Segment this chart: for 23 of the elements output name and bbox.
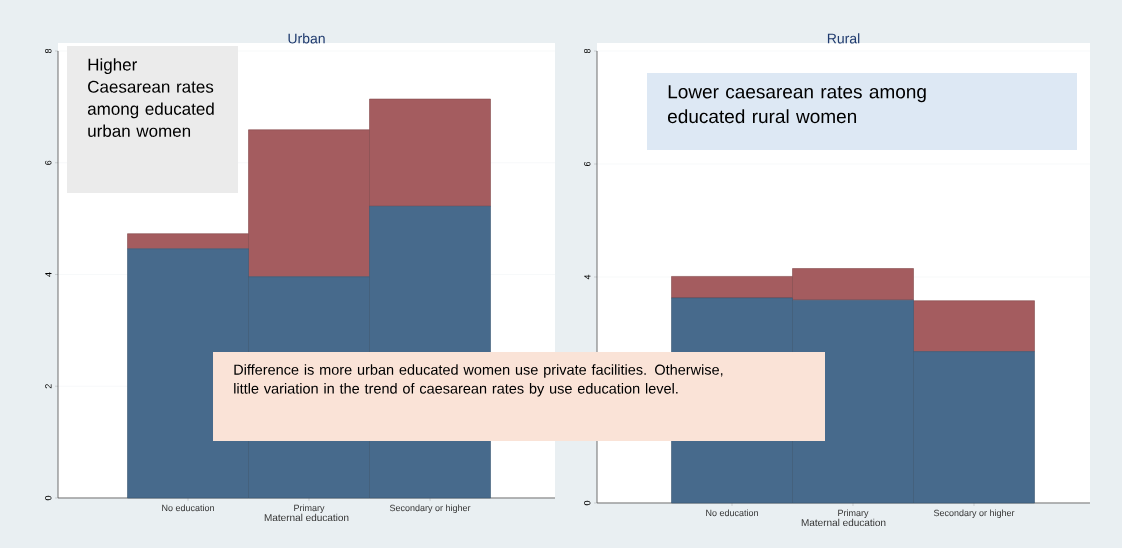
x-tick-label: Secondary or higher bbox=[933, 509, 1015, 518]
x-tick-label: No education bbox=[706, 509, 758, 517]
x-axis-title: Maternal education bbox=[801, 518, 886, 527]
x-tick-label: Primary bbox=[838, 509, 869, 518]
annotation: Difference is more urban educated women use private facilities. Otherwise, little variation in the trend of caesarean rates by use education level. bbox=[234, 364, 723, 397]
y-tick-label: 4 bbox=[584, 274, 591, 280]
y-tick-label: 8 bbox=[584, 48, 591, 54]
y-tick-label: 2 bbox=[45, 384, 52, 389]
y-tick-label: 0 bbox=[45, 495, 52, 501]
x-tick-label: Primary bbox=[294, 504, 325, 513]
x-axis-title: Maternal education bbox=[264, 513, 349, 522]
y-tick-label: 0 bbox=[584, 500, 591, 506]
bar bbox=[913, 300, 1035, 352]
chart-title: Urban bbox=[288, 33, 325, 44]
y-tick-label: 6 bbox=[45, 160, 52, 165]
y-tick-label: 4 bbox=[45, 272, 52, 277]
annotation: Higher Caesarean rates among educated urban women bbox=[87, 58, 214, 137]
y-tick-label: 6 bbox=[584, 161, 591, 167]
y-tick-label: 8 bbox=[45, 48, 52, 54]
chart-title: Rural bbox=[827, 33, 860, 44]
x-tick-label: No education bbox=[162, 504, 214, 512]
x-tick-label: Secondary or higher bbox=[389, 504, 471, 513]
annotation: Lower caesarean rates among educated rural women bbox=[668, 85, 926, 124]
